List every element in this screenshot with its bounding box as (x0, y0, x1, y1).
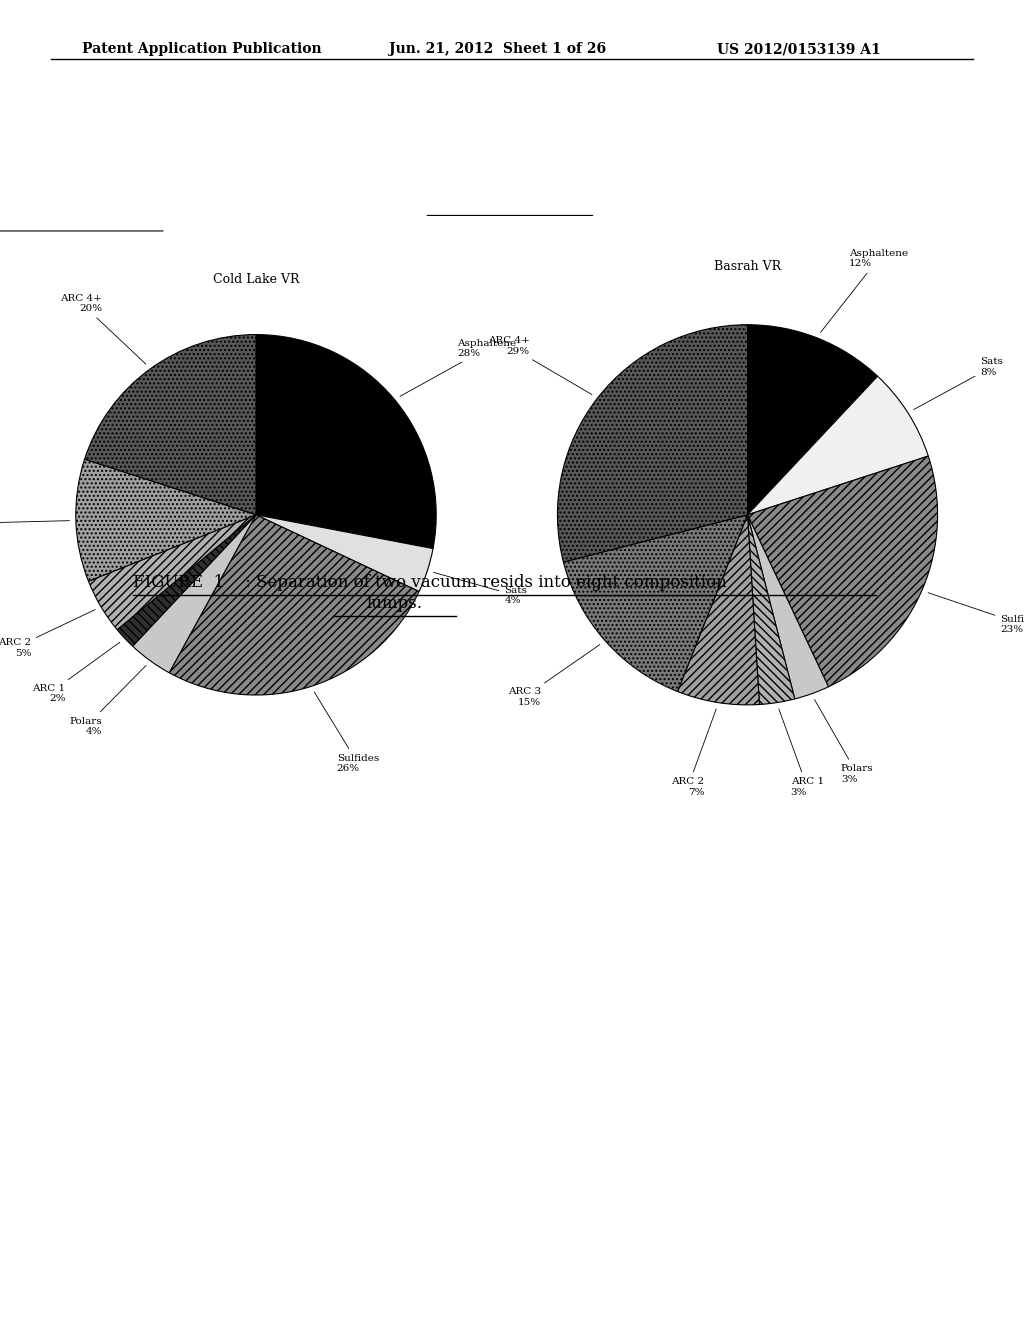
Wedge shape (748, 515, 828, 698)
Wedge shape (117, 515, 256, 647)
Text: Sats
4%: Sats 4% (433, 573, 527, 606)
Text: Polars
4%: Polars 4% (70, 665, 146, 737)
Wedge shape (169, 515, 419, 696)
Text: Sulfides
26%: Sulfides 26% (314, 692, 379, 774)
Text: ARC 3
11%: ARC 3 11% (0, 513, 70, 533)
Text: lumps.: lumps. (367, 595, 422, 612)
Text: Polars
3%: Polars 3% (814, 700, 873, 784)
Wedge shape (678, 515, 760, 705)
Text: ARC 2
7%: ARC 2 7% (672, 709, 716, 797)
Wedge shape (88, 515, 256, 630)
Wedge shape (748, 457, 938, 686)
Text: Sats
8%: Sats 8% (913, 358, 1004, 409)
Wedge shape (133, 515, 256, 673)
Text: Asphaltene
28%: Asphaltene 28% (400, 338, 516, 396)
Text: Jun. 21, 2012  Sheet 1 of 26: Jun. 21, 2012 Sheet 1 of 26 (389, 42, 606, 57)
Wedge shape (748, 376, 929, 515)
Text: FIGURE  1    : Separation of two vacuum resids into eight composition: FIGURE 1 : Separation of two vacuum resi… (133, 574, 727, 591)
Text: Sulfides
23%: Sulfides 23% (928, 593, 1024, 634)
Text: ARC 4+
20%: ARC 4+ 20% (60, 293, 146, 364)
Wedge shape (748, 325, 878, 515)
Text: ARC 1
3%: ARC 1 3% (779, 709, 823, 797)
Text: ARC 4+
29%: ARC 4+ 29% (487, 337, 592, 395)
Wedge shape (256, 515, 433, 591)
Wedge shape (748, 515, 795, 705)
Wedge shape (256, 334, 436, 549)
Text: ARC 3
15%: ARC 3 15% (508, 644, 600, 706)
Wedge shape (85, 334, 256, 515)
Text: US 2012/0153139 A1: US 2012/0153139 A1 (717, 42, 881, 57)
Wedge shape (76, 459, 256, 581)
Text: Asphaltene
12%: Asphaltene 12% (820, 249, 908, 333)
Text: Patent Application Publication: Patent Application Publication (82, 42, 322, 57)
Title: Cold Lake VR: Cold Lake VR (213, 272, 299, 285)
Text: ARC 1
2%: ARC 1 2% (33, 643, 120, 704)
Title: Basrah VR: Basrah VR (714, 260, 781, 273)
Text: ARC 2
5%: ARC 2 5% (0, 610, 95, 657)
Wedge shape (557, 325, 748, 562)
Wedge shape (563, 515, 748, 692)
